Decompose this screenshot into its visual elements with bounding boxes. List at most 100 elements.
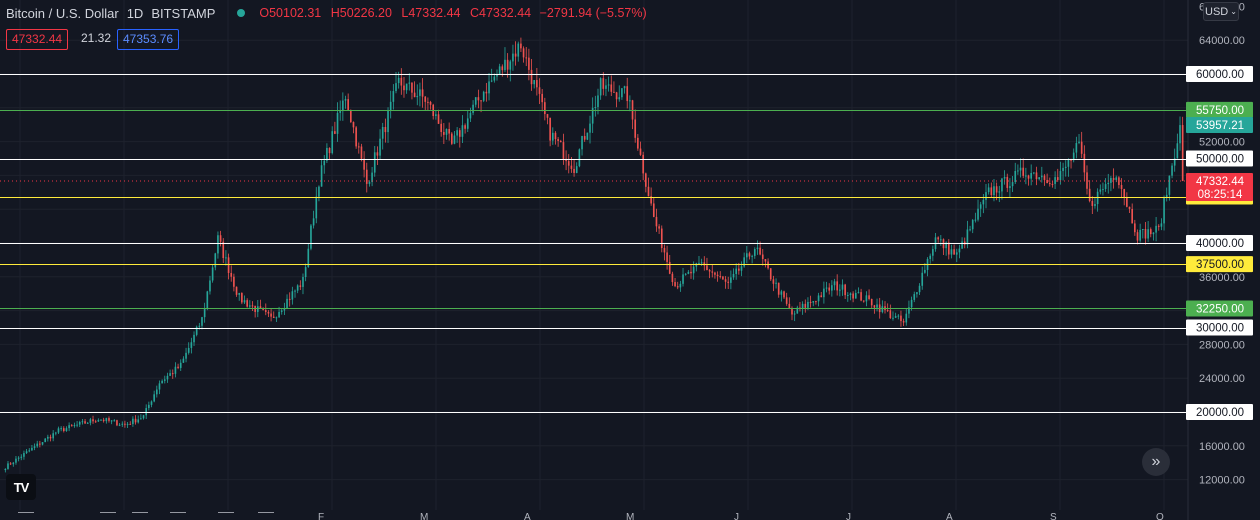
price-tag[interactable]: 32250.00 xyxy=(1186,300,1253,317)
candle xyxy=(310,223,312,251)
candle xyxy=(985,184,987,209)
candle xyxy=(320,159,323,187)
candle xyxy=(966,220,969,249)
candle xyxy=(440,119,443,137)
candle xyxy=(81,418,84,425)
drawing-tool-icon[interactable] xyxy=(218,512,234,520)
candle xyxy=(828,283,831,295)
currency-selector[interactable]: USD ⌄ xyxy=(1203,2,1239,21)
candle xyxy=(1104,178,1107,192)
candle xyxy=(1003,170,1006,185)
candle xyxy=(126,421,129,429)
drawing-tool-icon[interactable] xyxy=(170,512,186,520)
candle xyxy=(9,462,12,466)
candle xyxy=(190,337,193,354)
candle xyxy=(241,292,243,305)
price-tag[interactable]: 60000.00 xyxy=(1186,66,1253,82)
candle xyxy=(817,292,820,307)
candle xyxy=(1033,172,1035,175)
price-tag[interactable]: 30000.00 xyxy=(1186,319,1253,336)
candle xyxy=(1072,148,1075,163)
month-tick-label: A xyxy=(524,512,531,520)
candle xyxy=(379,129,381,160)
candle xyxy=(687,270,690,275)
candle xyxy=(1112,168,1115,189)
candle xyxy=(249,300,251,309)
candle xyxy=(578,148,581,168)
candle xyxy=(1110,175,1112,192)
candle xyxy=(7,461,9,470)
drawing-tool-icon[interactable] xyxy=(132,512,148,520)
candle xyxy=(73,422,76,428)
open-value: 50102.31 xyxy=(269,6,322,20)
candle xyxy=(498,63,501,75)
price-tag[interactable]: 50000.00 xyxy=(1186,150,1253,167)
candle xyxy=(161,379,163,384)
candle xyxy=(743,252,745,268)
candle xyxy=(291,286,294,305)
scroll-to-realtime-button[interactable]: » xyxy=(1142,448,1170,476)
candle xyxy=(376,146,379,165)
candle xyxy=(1035,166,1038,186)
candle xyxy=(211,264,214,283)
candle xyxy=(926,257,929,277)
candle xyxy=(142,414,145,420)
candle xyxy=(916,291,918,298)
candle xyxy=(769,268,772,282)
candle xyxy=(793,310,796,322)
candle xyxy=(708,268,711,279)
candle xyxy=(756,240,759,255)
double-chevron-right-icon: » xyxy=(1151,453,1161,470)
candle xyxy=(355,126,357,149)
candle xyxy=(823,281,825,304)
bottom-toolbar xyxy=(0,508,1188,520)
candle xyxy=(1134,219,1136,236)
price-tag[interactable]: 53957.21 xyxy=(1186,117,1253,134)
candle xyxy=(238,292,241,301)
candle xyxy=(953,244,955,255)
drawing-tool-icon[interactable] xyxy=(18,512,34,520)
candle xyxy=(108,416,110,423)
candle xyxy=(219,230,222,247)
horizontal-levels[interactable] xyxy=(0,74,1188,413)
candle xyxy=(280,308,283,315)
candle xyxy=(815,300,817,305)
candle xyxy=(52,430,54,442)
candle xyxy=(23,450,25,460)
candle xyxy=(315,187,318,224)
price-tag[interactable]: 40000.00 xyxy=(1186,235,1253,251)
candle xyxy=(1099,184,1102,195)
candle xyxy=(536,67,538,96)
price-tag[interactable]: 55750.00 xyxy=(1186,101,1253,118)
tradingview-logo-icon[interactable]: TV xyxy=(6,474,36,500)
candle xyxy=(546,113,549,125)
symbol-legend: Bitcoin / U.S. Dollar 1D BITSTAMP O50102… xyxy=(6,4,647,22)
drawing-tool-icon[interactable] xyxy=(100,512,116,520)
buy-price-button[interactable]: 47353.76 xyxy=(117,29,180,50)
price-tag-label: 37500.00 xyxy=(1196,259,1244,271)
candle xyxy=(222,238,225,264)
symbol-name: Bitcoin / U.S. Dollar xyxy=(6,5,119,21)
candle xyxy=(1088,180,1091,203)
price-tag[interactable]: 37500.00 xyxy=(1186,256,1253,273)
candle xyxy=(629,95,631,112)
candle xyxy=(427,97,429,111)
candle xyxy=(586,132,589,141)
candle xyxy=(55,431,57,436)
candle xyxy=(623,85,626,94)
candle xyxy=(785,292,788,306)
drawing-tool-icon[interactable] xyxy=(258,512,274,520)
candle xyxy=(950,244,953,259)
candle xyxy=(68,422,70,432)
price-axis[interactable]: 12000.00 16000.00 24000.00 28000.00 36000.00… xyxy=(1186,1,1253,487)
candle xyxy=(551,127,554,145)
candle xyxy=(429,100,432,110)
candle xyxy=(275,316,278,323)
sell-price-button[interactable]: 47332.44 xyxy=(6,29,69,50)
candle xyxy=(963,237,966,249)
price-tag[interactable]: 20000.00 xyxy=(1186,404,1253,420)
month-tick-label: S xyxy=(1050,512,1057,520)
candle xyxy=(121,421,124,427)
